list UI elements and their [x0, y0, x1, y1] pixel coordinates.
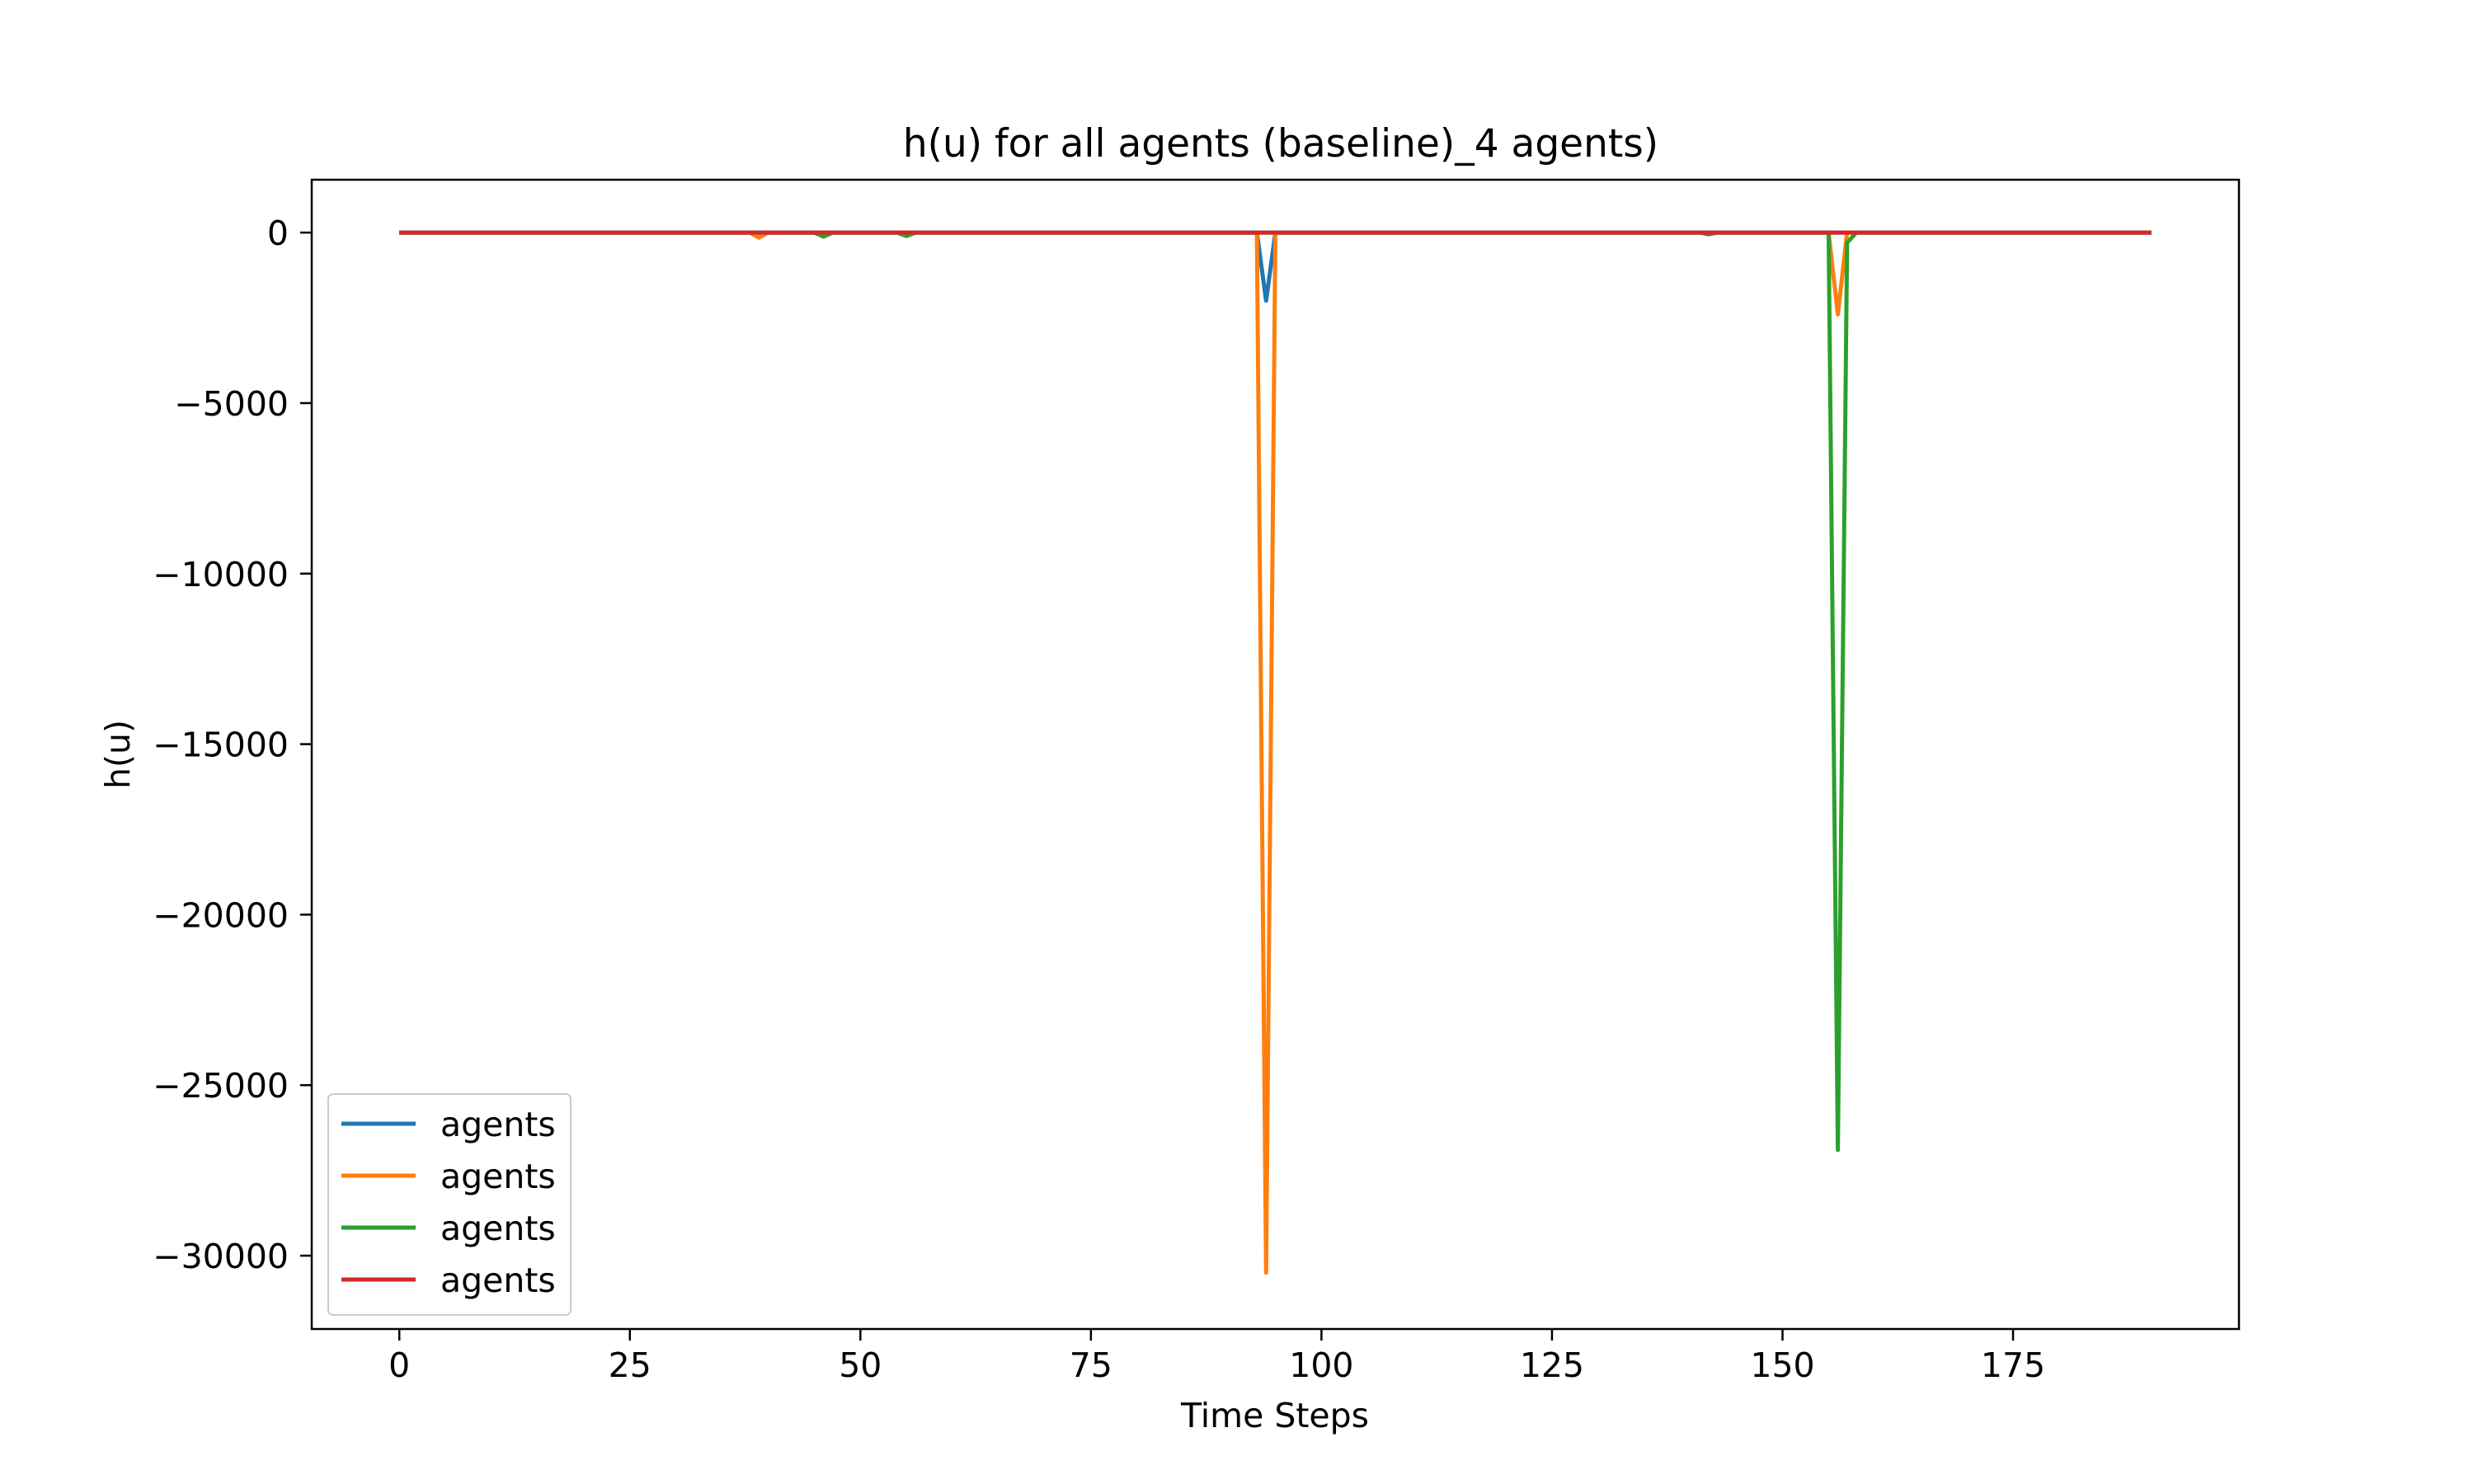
legend-label-1: agents: [440, 1105, 556, 1144]
y-axis-label: h(u): [98, 720, 138, 789]
legend-label-2: agents: [440, 1157, 556, 1196]
legend: agents agents agents agents: [327, 1093, 571, 1316]
series-lines: [399, 230, 2152, 1275]
y-tick-label: −15000: [153, 726, 289, 765]
x-tick-label: 150: [1750, 1345, 1814, 1385]
x-axis: 0 25 50 75 100 125 150 175: [388, 1329, 2045, 1385]
y-tick-label: −30000: [153, 1237, 289, 1276]
y-tick-label: −10000: [153, 555, 289, 594]
x-tick-label: 125: [1520, 1345, 1584, 1385]
y-tick-label: −5000: [174, 384, 289, 424]
x-tick-label: 0: [388, 1345, 410, 1385]
chart-title: h(u) for all agents (baseline)_4 agents): [903, 121, 1658, 167]
x-tick-label: 75: [1070, 1345, 1112, 1385]
y-axis: 0 −5000 −10000 −15000 −20000 −25000 −30000: [153, 214, 312, 1276]
legend-label-3: agents: [440, 1209, 556, 1248]
plot-frame: [310, 178, 2241, 1331]
legend-box: [327, 1093, 571, 1316]
y-tick-label: −20000: [153, 895, 289, 935]
y-tick-label: 0: [267, 214, 289, 253]
x-tick-label: 50: [839, 1345, 882, 1385]
x-tick-label: 175: [1981, 1345, 2045, 1385]
legend-label-4: agents: [440, 1261, 556, 1300]
x-axis-label: Time Steps: [1180, 1396, 1369, 1435]
series-line-2: [399, 230, 2152, 1275]
y-tick-label: −25000: [153, 1066, 289, 1106]
x-tick-label: 100: [1289, 1345, 1353, 1385]
x-tick-label: 25: [609, 1345, 651, 1385]
